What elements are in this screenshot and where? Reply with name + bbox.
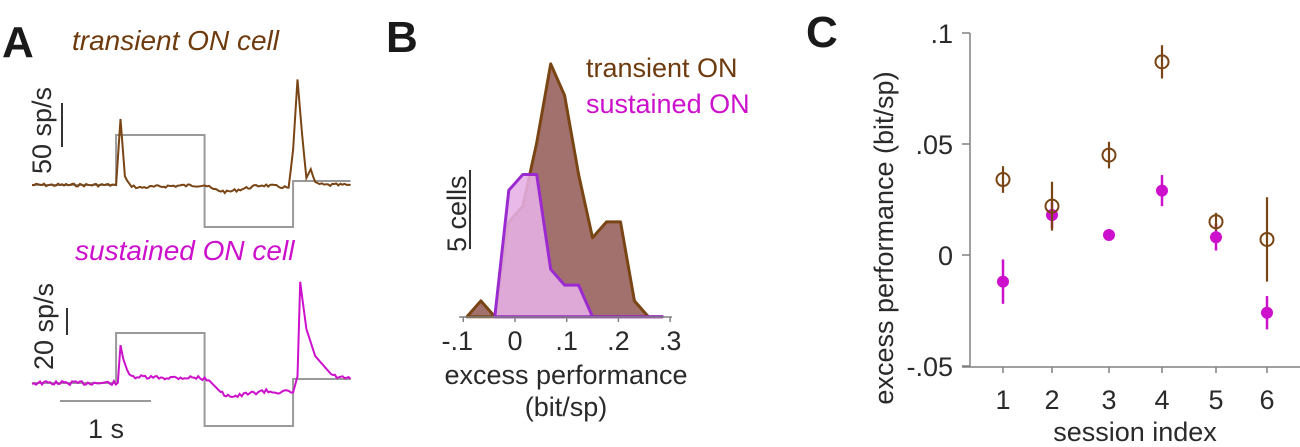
transient-rate-trace [31, 79, 351, 195]
time-scalebar-label: 1 s [88, 414, 124, 444]
panel-letter-c: C [806, 8, 838, 57]
b-x-ticks: -.1 0 .1 .2 .3 [442, 317, 682, 356]
sustained-point [1210, 231, 1222, 244]
stimulus-trace-bottom [32, 332, 351, 427]
b-x-tick-label: .1 [555, 326, 578, 356]
b-x-label-line2: (bit/sp) [525, 392, 608, 422]
panel-a: transient ON cell 50 sp/s sustained ON c… [27, 25, 352, 444]
sustained-cell-title: sustained ON cell [75, 235, 295, 266]
rate-scalebar-label-top: 50 sp/s [27, 87, 57, 174]
c-x-tick-label: 5 [1208, 385, 1223, 415]
transient-point [1101, 147, 1117, 163]
sustained-point [1261, 306, 1273, 319]
panel-letter-a: A [2, 18, 34, 67]
transient-cell-title: transient ON cell [72, 25, 280, 56]
b-x-tick-label: -.1 [442, 326, 474, 356]
panel-c: -.05 0 .05 .1 1 2 3 4 5 6 excess performance (bi… [869, 19, 1300, 447]
c-x-ticks: 1 2 3 4 5 6 [995, 367, 1275, 415]
c-x-label: session index [1053, 417, 1217, 447]
panel-letter-b: B [386, 13, 418, 62]
legend-transient-on: transient ON [586, 53, 738, 83]
c-x-tick-label: 6 [1259, 385, 1274, 415]
c-y-tick-label: -.05 [906, 352, 953, 382]
transient-point [1208, 214, 1224, 230]
b-x-tick-label: .3 [659, 326, 682, 356]
transient-point [995, 172, 1011, 188]
b-x-tick-label: 0 [507, 326, 522, 356]
c-x-tick-label: 3 [1101, 385, 1116, 415]
c-data-points [995, 45, 1275, 330]
sustained-point [1103, 229, 1115, 242]
sustained-rate-trace [31, 281, 352, 399]
c-y-tick-label: 0 [938, 241, 953, 271]
panel-b: -.1 0 .1 .2 .3 5 cells transient ON sustaine… [442, 53, 750, 422]
rate-scalebar-label-bottom: 20 sp/s [29, 283, 59, 370]
transient-point [1044, 198, 1060, 214]
sustained-point [1156, 184, 1168, 197]
cells-scalebar-label: 5 cells [442, 175, 472, 252]
c-x-tick-label: 2 [1044, 385, 1059, 415]
b-x-label-line1: excess performance [444, 360, 687, 390]
sustained-point [997, 275, 1009, 288]
c-y-tick-label: .05 [915, 130, 953, 160]
transient-point [1259, 231, 1275, 247]
c-y-ticks: -.05 0 .05 .1 [906, 19, 970, 382]
c-x-tick-label: 1 [995, 385, 1010, 415]
c-y-tick-label: .1 [930, 19, 953, 49]
transient-point [1154, 54, 1170, 70]
c-y-label: excess performance (bit/sp) [869, 71, 899, 404]
c-x-tick-label: 4 [1154, 385, 1169, 415]
b-x-tick-label: .2 [607, 326, 630, 356]
legend-sustained-on: sustained ON [586, 89, 750, 119]
